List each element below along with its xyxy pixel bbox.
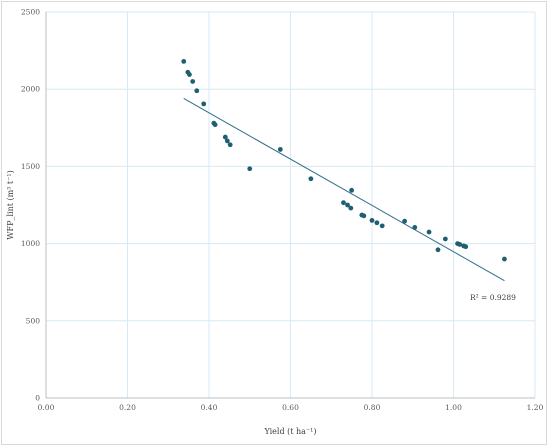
y-tick-label: 1000 [21,239,40,248]
data-point [212,122,218,128]
data-point [361,213,367,219]
data-point [277,147,283,152]
axes [45,12,535,399]
data-points [181,59,507,262]
data-point [435,247,441,253]
x-tick-label: 0.60 [282,403,299,412]
data-point [341,200,346,206]
x-tick-label: 0.00 [38,403,55,412]
data-point [227,142,233,148]
data-point [349,187,355,193]
y-tick-label: 0 [35,394,40,403]
data-point [181,59,187,64]
x-tick-labels: 0.00 0.20 0.40 0.60 0.80 1.00 1.20 [38,403,544,412]
data-point [463,244,469,250]
data-point [374,220,380,226]
data-point [194,88,200,94]
x-axis-title: Yield (t ha⁻¹) [263,427,316,436]
x-tick-label: 0.20 [119,403,136,412]
data-point [308,176,314,182]
data-point [402,218,407,224]
x-tick-label: 0.40 [201,403,218,412]
data-point [457,241,463,247]
data-point [190,79,196,84]
data-point [412,224,418,230]
data-point [442,236,448,242]
data-point [224,138,230,144]
data-point [348,205,354,211]
data-point [345,202,350,208]
r-squared-label: R² = 0.9289 [470,293,516,302]
data-point [379,223,385,229]
x-tick-label: 1.20 [527,403,544,412]
y-tick-labels: 0 500 1000 1500 2000 2500 [21,8,40,403]
data-point [502,256,507,262]
data-point [187,72,192,77]
data-point [201,101,207,107]
x-tick-label: 0.80 [364,403,381,412]
gridlines [46,11,536,398]
data-point [369,218,375,223]
trendline [183,98,505,282]
y-tick-label: 2000 [21,85,40,94]
data-point [426,229,432,235]
y-tick-label: 1500 [21,162,40,171]
trendline-group [183,98,505,282]
y-tick-label: 500 [26,316,41,325]
y-axis-title: WFP_lint (m³ t⁻¹) [6,170,15,239]
y-tick-label: 2500 [21,8,40,17]
x-tick-label: 1.00 [445,403,462,412]
data-point [247,166,253,172]
data-point [222,134,228,140]
